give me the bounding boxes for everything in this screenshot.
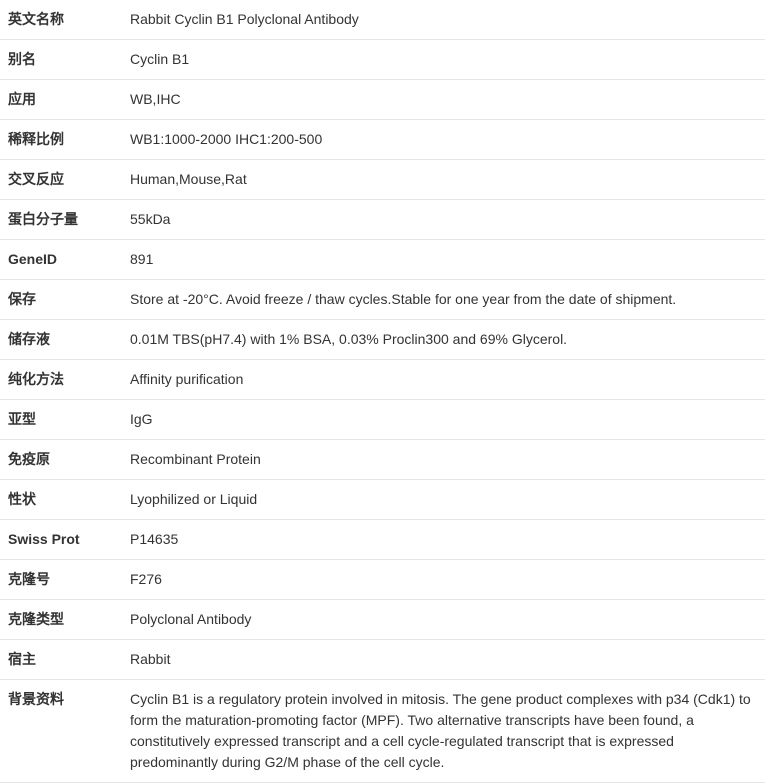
row-label: 克隆号 [0,560,122,600]
table-row: 蛋白分子量55kDa [0,200,765,240]
table-row: 交叉反应Human,Mouse,Rat [0,160,765,200]
row-value: F276 [122,560,765,600]
table-row: 别名Cyclin B1 [0,40,765,80]
spec-table: 英文名称Rabbit Cyclin B1 Polyclonal Antibody… [0,0,765,783]
table-row: 应用WB,IHC [0,80,765,120]
row-value: Affinity purification [122,360,765,400]
row-value: Human,Mouse,Rat [122,160,765,200]
row-value: Recombinant Protein [122,440,765,480]
table-row: Swiss ProtP14635 [0,520,765,560]
row-value: Lyophilized or Liquid [122,480,765,520]
table-row: 背景资料Cyclin B1 is a regulatory protein in… [0,680,765,783]
row-label: GeneID [0,240,122,280]
row-label: 克隆类型 [0,600,122,640]
row-value: 55kDa [122,200,765,240]
table-row: 稀释比例WB1:1000-2000 IHC1:200-500 [0,120,765,160]
row-label: 交叉反应 [0,160,122,200]
table-row: GeneID891 [0,240,765,280]
table-row: 免疫原Recombinant Protein [0,440,765,480]
row-label: 背景资料 [0,680,122,783]
row-value: Cyclin B1 is a regulatory protein involv… [122,680,765,783]
row-value: Rabbit Cyclin B1 Polyclonal Antibody [122,0,765,40]
row-value: Rabbit [122,640,765,680]
row-label: 性状 [0,480,122,520]
row-value: IgG [122,400,765,440]
row-label: 蛋白分子量 [0,200,122,240]
table-row: 纯化方法Affinity purification [0,360,765,400]
row-label: 英文名称 [0,0,122,40]
row-label: 亚型 [0,400,122,440]
table-row: 性状Lyophilized or Liquid [0,480,765,520]
table-row: 克隆号F276 [0,560,765,600]
row-value: WB,IHC [122,80,765,120]
row-value: P14635 [122,520,765,560]
row-value: Cyclin B1 [122,40,765,80]
table-row: 亚型IgG [0,400,765,440]
spec-table-body: 英文名称Rabbit Cyclin B1 Polyclonal Antibody… [0,0,765,783]
row-value: Polyclonal Antibody [122,600,765,640]
row-label: 应用 [0,80,122,120]
table-row: 储存液0.01M TBS(pH7.4) with 1% BSA, 0.03% P… [0,320,765,360]
row-label: 免疫原 [0,440,122,480]
row-label: 储存液 [0,320,122,360]
row-label: 宿主 [0,640,122,680]
row-value: Store at -20°C. Avoid freeze / thaw cycl… [122,280,765,320]
row-label: 别名 [0,40,122,80]
table-row: 保存Store at -20°C. Avoid freeze / thaw cy… [0,280,765,320]
row-label: 纯化方法 [0,360,122,400]
row-value: WB1:1000-2000 IHC1:200-500 [122,120,765,160]
table-row: 英文名称Rabbit Cyclin B1 Polyclonal Antibody [0,0,765,40]
table-row: 宿主Rabbit [0,640,765,680]
table-row: 克隆类型Polyclonal Antibody [0,600,765,640]
row-value: 0.01M TBS(pH7.4) with 1% BSA, 0.03% Proc… [122,320,765,360]
row-label: 保存 [0,280,122,320]
row-label: 稀释比例 [0,120,122,160]
row-value: 891 [122,240,765,280]
row-label: Swiss Prot [0,520,122,560]
